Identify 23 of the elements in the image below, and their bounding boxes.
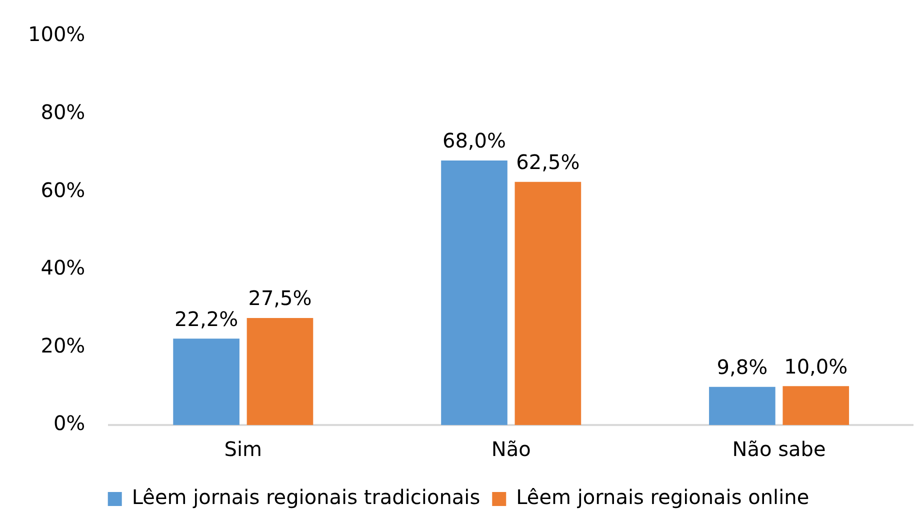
y-tick-label: 100% <box>28 22 86 46</box>
bar <box>246 318 314 425</box>
data-label: 27,5% <box>248 286 312 310</box>
x-tick-label: Não <box>491 437 531 462</box>
data-label: 62,5% <box>516 150 580 174</box>
data-label: 9,8% <box>716 355 768 380</box>
y-tick-label: 40% <box>40 256 86 280</box>
x-tick-label: Sim <box>224 437 262 462</box>
bar <box>514 182 582 425</box>
x-tick-label: Não sabe <box>732 437 826 462</box>
bar <box>709 386 776 425</box>
y-tick-label: 80% <box>40 100 86 124</box>
y-tick-label: 0% <box>53 411 86 436</box>
y-tick-label: 60% <box>40 178 86 202</box>
bar <box>173 338 240 425</box>
y-tick-label: 20% <box>40 333 86 358</box>
legend-label: Lêem jornais regionais tradicionais <box>132 485 480 510</box>
legend-label: Lêem jornais regionais online <box>516 485 810 510</box>
data-label: 22,2% <box>174 306 238 331</box>
bar <box>441 160 508 425</box>
bar <box>782 386 850 425</box>
data-label: 68,0% <box>442 128 506 153</box>
data-label: 10,0% <box>784 354 848 378</box>
